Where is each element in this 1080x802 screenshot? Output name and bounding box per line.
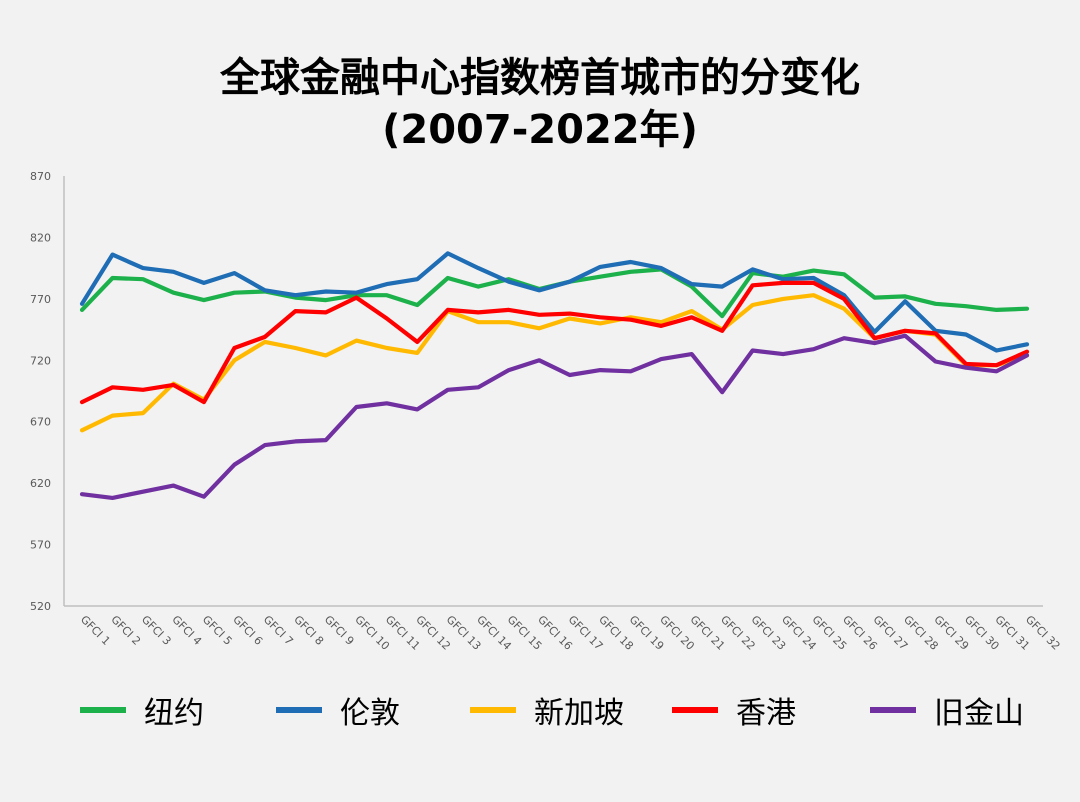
series-lines [79, 251, 1030, 500]
legend-swatch [672, 707, 718, 713]
legend-swatch [870, 707, 916, 713]
x-tick-label: GFCI 6 [230, 613, 265, 648]
legend-label: 伦敦 [340, 696, 400, 731]
legend-item-nyc: 纽约 [80, 688, 204, 732]
legend-item-sanfrancisco: 旧金山 [870, 688, 1024, 732]
y-tick-label: 670 [30, 416, 51, 429]
y-tick-label: 770 [30, 293, 51, 306]
series-line-hongkong [79, 280, 1030, 405]
x-tick-label: GFCI 2 [108, 613, 143, 648]
x-tick-label: GFCI 4 [169, 613, 204, 648]
legend-swatch [276, 707, 322, 713]
legend-item-singapore: 新加坡 [470, 688, 624, 732]
y-tick-label: 820 [30, 231, 51, 244]
y-tick-label: 870 [30, 170, 51, 183]
legend-swatch [80, 707, 126, 713]
legend-label: 新加坡 [534, 696, 624, 731]
legend-item-london: 伦敦 [276, 688, 400, 732]
y-tick-label: 620 [30, 477, 51, 490]
legend-label: 香港 [736, 696, 796, 731]
legend-label: 纽约 [144, 696, 204, 731]
series-line-london [79, 251, 1030, 353]
y-axis-ticks: 870 820 770 720 670 620 570 520 [30, 170, 51, 613]
x-tick-label: GFCI 7 [261, 613, 296, 648]
y-tick-label: 720 [30, 354, 51, 367]
y-tick-label: 570 [30, 539, 51, 552]
x-tick-label: GFCI 5 [200, 613, 235, 648]
chart-subtitle: (2007-2022年) [382, 107, 698, 153]
legend-label: 旧金山 [934, 696, 1024, 731]
axes [63, 176, 1043, 607]
legend-item-hongkong: 香港 [672, 688, 796, 732]
chart-title: 全球金融中心指数榜首城市的分变化 [220, 55, 860, 101]
series-line-sanfrancisco [79, 333, 1030, 500]
x-tick-label: GFCI 1 [78, 613, 113, 648]
y-tick-label: 520 [30, 600, 51, 613]
x-tick-label: GFCI 9 [322, 613, 357, 648]
legend-swatch [470, 707, 516, 713]
x-tick-label: GFCI 8 [291, 613, 326, 648]
x-tick-label: GFCI 3 [139, 613, 174, 648]
legend: 纽约 伦敦 新加坡 香港 旧金山 [0, 688, 1080, 732]
